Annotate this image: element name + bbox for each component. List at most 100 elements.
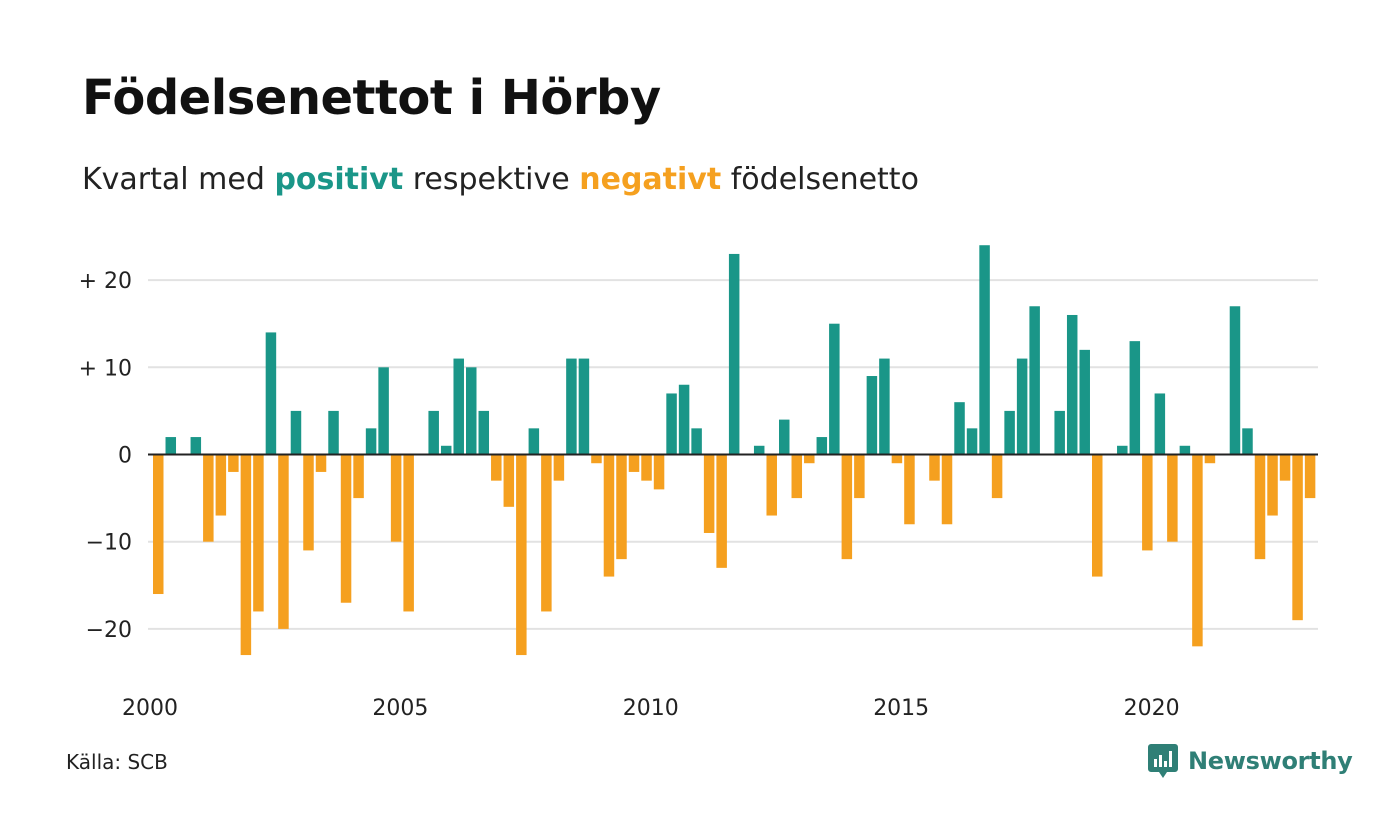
bar-negative: [1254, 454, 1266, 560]
subtitle-suffix: födelsenetto: [730, 162, 919, 197]
bar-positive: [829, 323, 840, 455]
bar-positive: [290, 410, 302, 455]
bar-negative: [353, 454, 364, 499]
subtitle-negative-word: negativt: [579, 162, 722, 197]
x-tick-label: 2020: [1124, 696, 1180, 721]
bar-negative: [303, 454, 314, 551]
bar-positive: [678, 384, 690, 455]
bar-positive: [691, 428, 702, 455]
bar-positive: [1054, 410, 1065, 455]
newsworthy-logo-icon: [1148, 744, 1178, 778]
bar-negative: [516, 454, 527, 656]
bar-negative: [390, 454, 402, 542]
bar-positive: [478, 410, 490, 455]
bar-negative: [766, 454, 777, 516]
bar-negative: [854, 454, 865, 499]
bar-positive: [428, 410, 439, 455]
bar-positive: [1029, 306, 1040, 455]
bar-positive: [866, 376, 878, 455]
bar-positive: [779, 419, 790, 455]
y-tick-label: + 20: [79, 269, 132, 294]
bar-chart: + 20 + 10 0 −10 −20 2000 2005 2010 2015 2020: [79, 245, 1318, 721]
bar-positive: [966, 428, 978, 455]
bar-positive: [1229, 306, 1241, 455]
bars: [153, 245, 1316, 656]
bar-negative: [315, 454, 327, 472]
newsworthy-logo[interactable]: Newsworthy: [1148, 744, 1353, 778]
bar-positive: [1129, 341, 1141, 455]
chart-title: Födelsenettot i Hörby: [82, 70, 661, 126]
bar-negative: [904, 454, 915, 525]
bar-negative: [804, 454, 815, 464]
subtitle-positive-word: positivt: [274, 162, 404, 197]
source-note: Källa: SCB: [66, 750, 168, 774]
bar-negative: [278, 454, 289, 629]
bar-positive: [1004, 410, 1015, 455]
bar-positive: [440, 445, 452, 455]
bar-positive: [1154, 393, 1166, 455]
bar-positive: [753, 445, 765, 455]
bar-positive: [1179, 445, 1191, 455]
bar-negative: [1204, 454, 1216, 464]
bar-positive: [1117, 445, 1128, 455]
bar-negative: [203, 454, 214, 542]
bar-positive: [728, 253, 740, 455]
bar-positive: [165, 437, 177, 455]
bar-positive: [265, 332, 277, 455]
bar-negative: [253, 454, 264, 612]
bar-negative: [1167, 454, 1178, 542]
bar-negative: [929, 454, 940, 481]
bar-negative: [503, 454, 515, 507]
bar-positive: [1242, 428, 1253, 455]
bar-negative: [1142, 454, 1153, 551]
bar-negative: [491, 454, 502, 481]
bar-negative: [1092, 454, 1103, 577]
bar-negative: [703, 454, 715, 533]
bar-negative: [228, 454, 239, 472]
bar-negative: [716, 454, 727, 568]
bar-negative: [616, 454, 627, 560]
bar-positive: [328, 410, 339, 455]
bar-negative: [641, 454, 652, 481]
logo-text: Newsworthy: [1188, 747, 1353, 775]
bar-positive: [453, 358, 464, 455]
bar-positive: [466, 367, 477, 455]
y-tick-label: −20: [86, 618, 132, 643]
x-tick-label: 2000: [122, 696, 178, 721]
x-tick-label: 2005: [372, 696, 428, 721]
bar-positive: [816, 437, 828, 455]
bar-negative: [941, 454, 953, 525]
x-tick-label: 2010: [623, 696, 679, 721]
bar-negative: [215, 454, 227, 516]
bar-negative: [628, 454, 640, 472]
bar-negative: [541, 454, 552, 612]
bar-negative: [603, 454, 615, 577]
bar-negative: [240, 454, 252, 656]
x-axis-ticks: 2000 2005 2010 2015 2020: [122, 696, 1180, 721]
bar-positive: [666, 393, 677, 455]
bar-positive: [954, 402, 965, 455]
subtitle-prefix: Kvartal med: [82, 162, 265, 197]
y-tick-label: 0: [118, 444, 132, 469]
bar-negative: [653, 454, 665, 490]
bar-positive: [365, 428, 377, 455]
x-tick-label: 2015: [873, 696, 929, 721]
y-tick-label: + 10: [79, 356, 132, 381]
chart-subtitle: Kvartal med positivt respektive negativt…: [82, 162, 919, 197]
bar-negative: [791, 454, 803, 499]
bar-positive: [979, 245, 990, 455]
bar-positive: [378, 367, 389, 455]
bar-negative: [841, 454, 853, 560]
bar-negative: [553, 454, 565, 481]
bar-positive: [566, 358, 577, 455]
bar-negative: [1304, 454, 1316, 499]
bar-positive: [879, 358, 890, 455]
bar-positive: [578, 358, 590, 455]
bar-positive: [1066, 314, 1078, 455]
bar-negative: [1267, 454, 1278, 516]
bar-negative: [591, 454, 602, 464]
bar-negative: [1192, 454, 1203, 647]
bar-negative: [340, 454, 352, 603]
bar-positive: [528, 428, 540, 455]
y-axis-ticks: + 20 + 10 0 −10 −20: [79, 269, 132, 643]
